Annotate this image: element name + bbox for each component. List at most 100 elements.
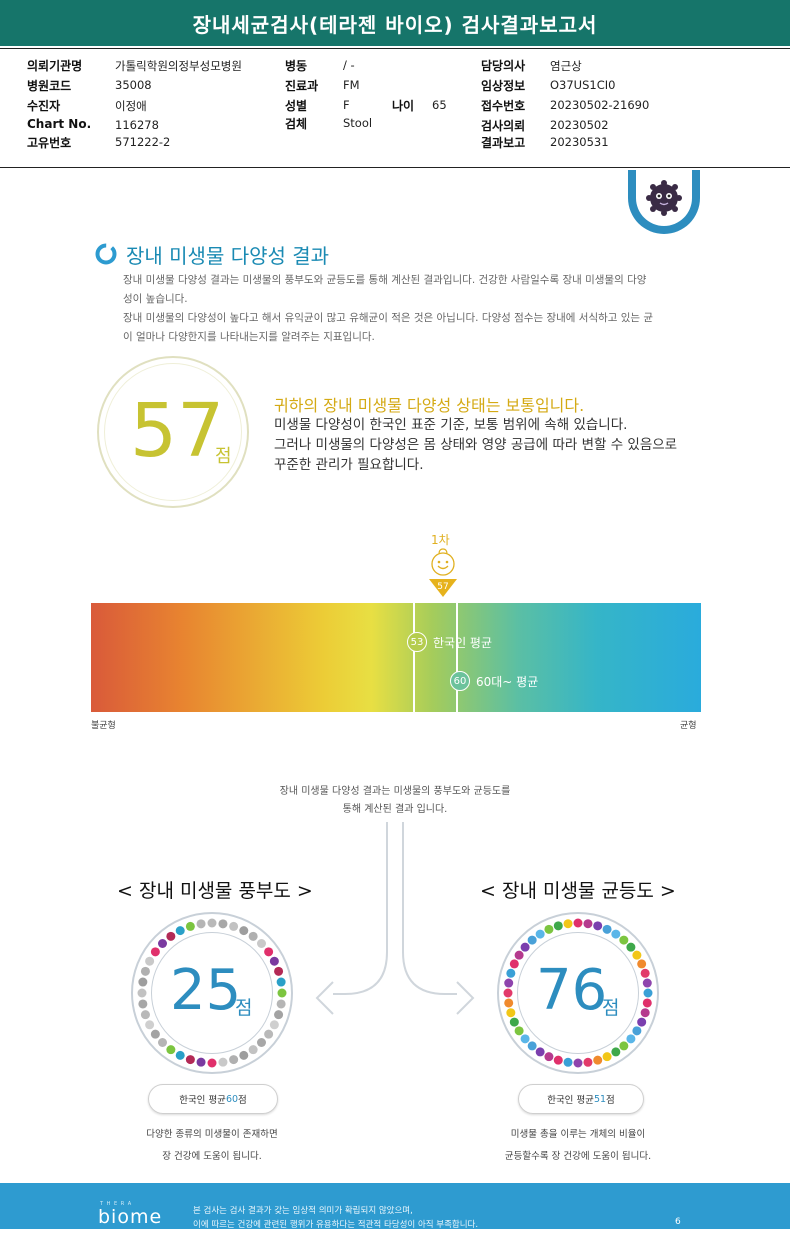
patient-value: 이정애 <box>115 99 147 113</box>
split-arrow-icon <box>315 822 475 1015</box>
microbe-dot <box>196 1057 206 1067</box>
richness-microbes-icon <box>137 918 287 1068</box>
microbe-dot <box>642 978 652 988</box>
microbe-dot <box>138 977 148 987</box>
microbe-dot <box>140 966 150 976</box>
microbe-dot <box>166 1045 176 1055</box>
korean-avg-label: 한국인 평균 <box>433 636 493 650</box>
section-description: 장내 미생물 다양성 결과는 미생물의 풍부도와 균등도를 통해 계산된 결과입… <box>123 271 723 347</box>
microbe-dot <box>509 1017 519 1027</box>
korean-avg-line <box>413 603 415 712</box>
doctor-value: 염근상 <box>550 59 582 73</box>
richness-desc-line: 다양한 종류의 미생물이 존재하면 <box>146 1129 278 1140</box>
richness-desc-line: 장 건강에 도움이 됩니다. <box>162 1151 262 1162</box>
microbe-dot <box>140 1010 150 1020</box>
microbe-dot <box>264 947 274 957</box>
microbe-dot <box>602 924 612 934</box>
microbe-dot <box>509 959 519 969</box>
specimen-label: 검체 <box>285 117 308 131</box>
clinical-label: 임상정보 <box>481 79 526 93</box>
microbe-dot <box>619 1041 629 1051</box>
report-value: 20230531 <box>550 135 609 149</box>
sixty-avg-label: 60대~ 평균 <box>476 675 539 689</box>
footer-note-line: 본 검사는 검사 결과가 갖는 임상적 의미가 확립되지 않았으며, <box>193 1206 413 1216</box>
microbe-dot <box>640 1008 650 1018</box>
microbe-dot <box>527 935 537 945</box>
microbe-dot <box>248 931 258 941</box>
footer-note-line: 이에 따르는 건강에 관련된 행위가 유용하다는 적관적 타당성이 아직 부족합… <box>193 1220 479 1230</box>
round-label: 1차 <box>431 533 450 547</box>
richness-ring-outer <box>131 912 293 1074</box>
microbe-dot <box>158 939 168 949</box>
microbe-dot <box>276 999 286 1009</box>
microbe-dot <box>640 968 650 978</box>
doctor-label: 담당의사 <box>481 59 526 73</box>
sixty-avg-circle: 60 <box>450 671 470 691</box>
korean-avg-circle: 53 <box>407 632 427 652</box>
score-circle-outer <box>97 356 249 508</box>
microbe-dot <box>593 921 603 931</box>
richness-score-unit: 점 <box>235 997 253 1019</box>
explain-text: 장내 미생물 다양성 결과는 미생물의 풍부도와 균등도를 통해 계산된 결과 … <box>230 783 560 819</box>
microbe-dot <box>239 926 249 936</box>
evenness-desc-line: 균등할수록 장 건강에 도움이 됩니다. <box>504 1151 652 1162</box>
microbe-dot <box>632 950 642 960</box>
microbe-dot <box>207 1058 217 1068</box>
microbe-dot <box>611 929 621 939</box>
microbe-dot <box>583 919 593 929</box>
microbe-dot <box>544 924 554 934</box>
microbe-dot <box>535 1047 545 1057</box>
richness-title: < 장내 미생물 풍부도 > <box>117 880 313 902</box>
evenness-desc-line: 미생물 총을 이루는 개체의 비율이 <box>510 1129 646 1140</box>
microbe-dot <box>185 921 195 931</box>
evenness-avg-pill: 한국인 평균 51 점 <box>518 1084 644 1114</box>
microbe-dot <box>274 966 284 976</box>
ward-label: 병동 <box>285 59 308 73</box>
microbe-dot <box>573 1058 583 1068</box>
microbe-dot <box>553 1055 563 1065</box>
footer-bar <box>0 1183 790 1229</box>
diversity-scale-bar <box>91 603 701 712</box>
patient-label: 수진자 <box>27 99 61 113</box>
microbe-dot <box>207 918 217 928</box>
sixty-avg-line <box>456 603 458 712</box>
microbe-dot <box>277 988 287 998</box>
microbe-dot <box>158 1037 168 1047</box>
microbe-dot <box>642 998 652 1008</box>
report-title: 장내세균검사(테라젠 바이오) 검사결과보고서 <box>0 0 790 46</box>
microbe-dot <box>506 968 516 978</box>
microbe-dot <box>632 1026 642 1036</box>
microbe-dot <box>503 988 513 998</box>
brand-logo: biome <box>98 1206 163 1228</box>
microbe-dot <box>637 1017 647 1027</box>
richness-desc: 다양한 종류의 미생물이 존재하면 장 건강에 도움이 됩니다. <box>112 1124 312 1168</box>
evenness-score-unit: 점 <box>602 997 620 1019</box>
microbe-dot <box>643 988 653 998</box>
chart-label: Chart No. <box>27 117 92 131</box>
evenness-avg-suffix: 점 <box>606 1095 615 1106</box>
evenness-desc: 미생물 총을 이루는 개체의 비율이 균등할수록 장 건강에 도움이 됩니다. <box>478 1124 678 1168</box>
microbe-dot <box>256 1037 266 1047</box>
microbe-dot <box>504 998 514 1008</box>
score-msg-line: 미생물 다양성이 한국인 표준 기준, 보통 범위에 속해 있습니다. <box>274 417 628 433</box>
microbe-dot <box>514 950 524 960</box>
unique-label: 고유번호 <box>27 136 72 150</box>
microbe-dot <box>626 942 636 952</box>
explain-line: 장내 미생물 다양성 결과는 미생물의 풍부도와 균등도를 <box>279 786 511 797</box>
patient-info-block: 의뢰기관명 가톨릭학원의정부성모병원 병원코드 35008 수진자 이정애 Ch… <box>0 48 790 168</box>
evenness-avg-prefix: 한국인 평균 <box>547 1095 594 1106</box>
microbe-dot <box>175 1050 185 1060</box>
footer-note: 본 검사는 검사 결과가 갖는 임상적 의미가 확립되지 않았으며, 이에 따르… <box>193 1204 478 1232</box>
microbe-dot <box>239 1050 249 1060</box>
microbe-dot <box>563 1057 573 1067</box>
section-title: 장내 미생물 다양성 결과 <box>126 244 330 268</box>
report-label: 결과보고 <box>481 136 526 150</box>
age-label: 나이 <box>392 99 415 113</box>
score-message: 미생물 다양성이 한국인 표준 기준, 보통 범위에 속해 있습니다. 그러나 … <box>274 415 677 475</box>
evenness-microbes-icon <box>503 918 653 1068</box>
microbe-dot <box>506 1008 516 1018</box>
scale-right-label: 균형 <box>680 721 697 731</box>
evenness-score: 76 <box>536 958 608 1023</box>
microbe-dot <box>553 921 563 931</box>
sex-label: 성별 <box>285 99 308 113</box>
